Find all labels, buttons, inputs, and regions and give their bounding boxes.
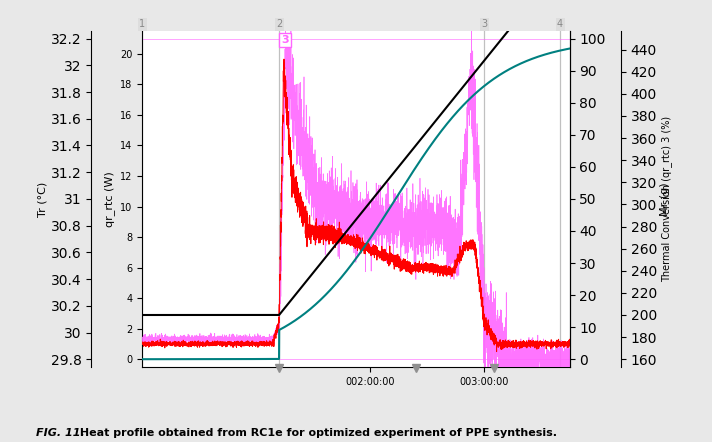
Y-axis label: qr_rtc (W): qr_rtc (W) [104,171,115,227]
Text: FIG. 11.: FIG. 11. [36,427,84,438]
Text: Heat profile obtained from RC1e for optimized experiment of PPE synthesis.: Heat profile obtained from RC1e for opti… [76,427,557,438]
Y-axis label: Thermal Conversion (qr_rtc) 3 (%): Thermal Conversion (qr_rtc) 3 (%) [661,116,672,282]
Text: 4: 4 [557,19,563,30]
Text: 2: 2 [276,19,282,30]
Text: 3: 3 [281,35,288,45]
Text: 1: 1 [140,19,145,30]
Text: 3: 3 [481,19,487,30]
Y-axis label: Tr (°C): Tr (°C) [38,181,48,217]
Y-axis label: Mr (g): Mr (g) [660,182,670,216]
